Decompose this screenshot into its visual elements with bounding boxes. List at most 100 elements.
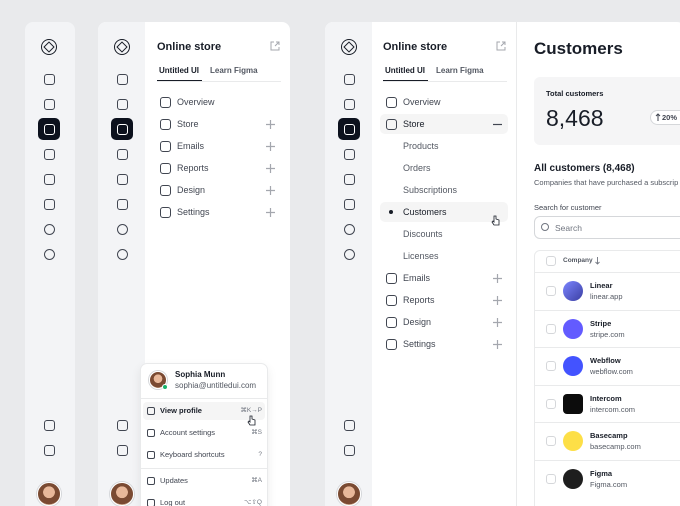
company-name: Webflow [590,356,621,366]
plus-stroke [265,185,275,195]
menu-item[interactable]: View profile [160,406,202,415]
sub-nav-item[interactable]: Customers [403,207,447,217]
company-domain: Figma.com [590,480,628,489]
plus-icon [265,163,275,173]
nav-item[interactable]: Settings [177,207,210,217]
tab-rule [383,81,507,82]
plus-icon [265,119,275,129]
status-dot [162,384,168,390]
checkbox[interactable] [546,361,556,372]
plus-icon [492,339,502,349]
plus-stroke [265,141,275,151]
checkbox[interactable] [546,436,556,447]
sub-nav-item[interactable]: Licenses [403,251,439,261]
nav-item[interactable]: Store [403,119,425,129]
checkbox[interactable] [546,323,556,334]
company-domain: intercom.com [590,404,636,414]
tab[interactable]: Learn Figma [210,66,258,75]
icon [343,248,355,260]
avatar [110,482,134,506]
company-domain: webflow.com [590,367,633,377]
menu-divider [141,468,267,469]
plus-icon [492,273,502,283]
stat-label: Total customers [546,89,604,98]
panel-title: Online store [383,41,448,53]
icon [116,123,128,135]
table-header: Company [563,257,593,264]
plus-icon [492,295,502,305]
plus-stroke [492,339,502,349]
icon [116,148,128,160]
row-divider [534,347,680,349]
company-logo [563,318,583,339]
nav-item[interactable]: Store [177,119,199,129]
company-logo [563,393,583,414]
nav-item[interactable]: Reports [177,163,209,173]
company-domain: basecamp.com [590,442,641,452]
company-logo [563,281,583,301]
nav-item[interactable]: Reports [403,295,435,305]
plus-stroke [265,119,275,129]
menu-divider [141,398,267,399]
active-nav [111,118,133,140]
icon [343,419,355,431]
plus-icon [265,141,275,151]
nav-item[interactable]: Overview [403,97,441,107]
menu-icon [147,499,155,506]
menu-icon [147,429,155,437]
icon [159,96,171,108]
section-subtitle: Companies that have purchased a subscrip [534,178,679,187]
cursor-shape [247,415,256,426]
nav-item[interactable]: Settings [403,339,436,349]
user-menu [140,363,268,506]
checkbox[interactable] [546,474,556,484]
icon [343,223,355,235]
stat-value: 8,468 [546,105,604,131]
arrow-stroke [595,257,600,265]
search-input[interactable] [534,216,680,239]
checkbox[interactable] [546,256,556,266]
menu-item[interactable]: Updates [160,476,188,485]
icon [385,338,397,350]
menu-item[interactable]: Account settings [160,428,216,437]
checkbox[interactable] [546,286,556,296]
icon [43,73,55,85]
nav-item[interactable]: Emails [403,273,431,283]
row-divider [534,309,680,311]
plus-stroke [492,317,502,327]
menu-item[interactable]: Log out [160,498,186,506]
rail [98,22,145,506]
nav-item[interactable]: Design [403,317,432,327]
checkbox[interactable] [546,398,556,409]
plus-stroke [492,295,502,305]
sub-nav-item[interactable]: Orders [403,163,431,173]
sub-nav-item[interactable]: Discounts [403,229,443,239]
icon [159,184,171,196]
menu-shortcut: ? [258,451,262,458]
nav-item[interactable]: Emails [177,141,205,151]
icon [343,444,355,456]
menu-item[interactable]: Keyboard shortcuts [160,450,225,459]
sub-nav-item[interactable]: Products [403,141,439,151]
external-icon [496,41,506,51]
page-title: Customers [534,39,623,58]
sub-nav-item[interactable]: Subscriptions [403,185,458,195]
icon [43,148,55,160]
icon [343,198,355,210]
nav-item[interactable]: Design [177,185,206,195]
external-stroke [496,41,506,51]
company-name: Stripe [590,318,612,328]
nav-item[interactable]: Overview [177,97,215,107]
icon [43,223,55,235]
tab[interactable]: Untitled UI [159,66,199,75]
tab[interactable]: Learn Figma [436,66,484,75]
icon [159,140,171,152]
tab[interactable]: Untitled UI [385,66,425,75]
company-logo [563,469,583,489]
section-title: All customers (8,468) [534,163,635,174]
company-name: Intercom [590,393,622,403]
company-domain: linear.app [590,292,623,301]
menu-active-bg [143,402,265,420]
plus-icon [265,207,275,217]
